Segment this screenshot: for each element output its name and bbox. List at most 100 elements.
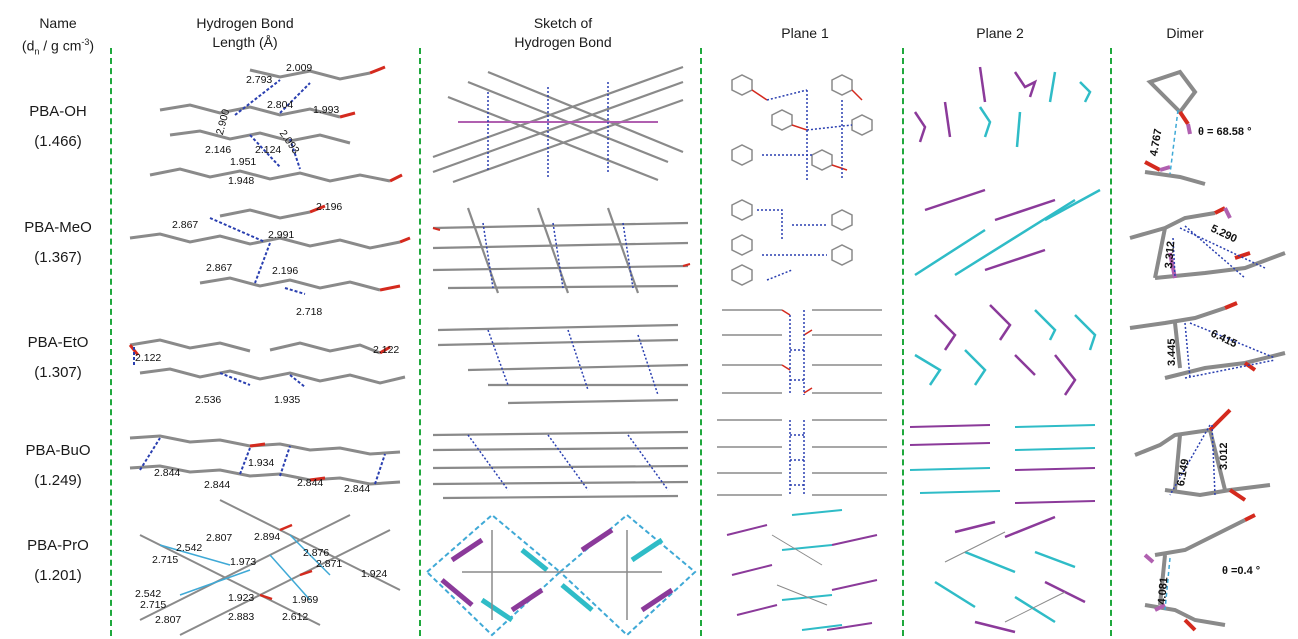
- hbond-label: 2.612: [282, 611, 309, 623]
- hbond-label: 1.973: [230, 556, 257, 568]
- plane2-pba-buo: [909, 424, 1096, 504]
- row-density: (1.307): [34, 364, 82, 381]
- row-name-pba-pro: PBA-PrO (1.201): [8, 531, 108, 591]
- header-sketch-line1: Sketch of: [533, 15, 593, 31]
- dimer-label: 4.081: [1156, 576, 1171, 606]
- hbond-label: 2.196: [316, 201, 343, 213]
- header-name-label: Name: [39, 15, 77, 31]
- dimer-label: 3.012: [1218, 442, 1230, 470]
- header-hbond-length: Hydrogen Bond Length (Å): [170, 14, 320, 52]
- header-dimer: Dimer: [1166, 25, 1204, 41]
- dimer-label: 3.445: [1166, 338, 1178, 366]
- header-plane2: Plane 2: [976, 25, 1024, 41]
- divider-5: [1110, 48, 1112, 636]
- hbond-label: 1.951: [230, 156, 257, 168]
- row-name-pba-oh: PBA-OH (1.466): [8, 97, 108, 157]
- hbond-label: 1.993: [313, 104, 340, 116]
- sketch-pba-oh: [432, 65, 684, 184]
- divider-2: [419, 48, 421, 636]
- header-name-unit: (dn / g cm-3): [21, 37, 95, 57]
- hbond-label: 2.807: [206, 532, 233, 544]
- row-name: PBA-PrO: [27, 537, 89, 554]
- hbond-label: 1.924: [361, 568, 388, 580]
- hbond-label: 2.793: [246, 74, 273, 86]
- header-sketch: Sketch of Hydrogen Bond: [488, 14, 638, 52]
- hbond-label: 1.969: [292, 594, 319, 606]
- hbond-label: 2.542: [135, 588, 162, 600]
- hbond-label: 2.844: [154, 467, 181, 479]
- divider-4: [902, 48, 904, 636]
- row-name-pba-buo: PBA-BuO (1.249): [8, 436, 108, 496]
- header-plane1: Plane 1: [781, 25, 829, 41]
- dimer-pba-pro: [1143, 513, 1256, 632]
- row-density: (1.249): [34, 472, 82, 489]
- hbond-structure-pba-buo: [129, 434, 401, 486]
- hbond-label: 2.542: [176, 542, 203, 554]
- sketch-pba-meo: [432, 207, 691, 294]
- row-density: (1.201): [34, 567, 82, 584]
- plane1-pba-eto: [722, 309, 882, 395]
- divider-3: [700, 48, 702, 636]
- row-name-pba-meo: PBA-MeO (1.367): [8, 213, 108, 273]
- hbond-label: 1.934: [248, 457, 275, 469]
- hbond-label: 2.844: [344, 483, 371, 495]
- plane2-pba-pro: [934, 515, 1086, 634]
- hbond-label: 2.009: [286, 62, 313, 74]
- hbond-label: 2.871: [316, 558, 343, 570]
- dimer-pba-eto: [1129, 301, 1286, 380]
- header-sketch-line2: Hydrogen Bond: [514, 34, 612, 50]
- row-name: PBA-BuO: [25, 442, 91, 459]
- plane2-pba-meo: [914, 188, 1101, 277]
- hbond-structure-pba-oh: [149, 65, 403, 183]
- header-name: Name (dn / g cm-3): [18, 14, 98, 61]
- row-density: (1.466): [34, 133, 82, 150]
- hbond-structure-pba-pro: [139, 499, 401, 636]
- hbond-label: 2.883: [228, 611, 255, 623]
- dimer-pba-meo: [1129, 206, 1286, 280]
- header-hbond-length-line1: Hydrogen Bond: [196, 15, 294, 31]
- hbond-label: 2.122: [373, 344, 400, 356]
- hbond-label: 2.804: [267, 99, 294, 111]
- row-name: PBA-EtO: [27, 334, 89, 351]
- plane1-pba-pro: [726, 509, 878, 631]
- plane1-pba-meo: [731, 199, 853, 286]
- hbond-label: 2.715: [152, 554, 179, 566]
- hbond-label: 1.935: [274, 394, 301, 406]
- hbond-label: 2.867: [172, 219, 199, 231]
- row-name: PBA-OH: [29, 103, 87, 120]
- hbond-structure-pba-meo: [129, 204, 411, 295]
- hbond-label: 2.867: [206, 262, 233, 274]
- hbond-label: 2.715: [140, 599, 167, 611]
- plane2-pba-eto: [914, 304, 1097, 396]
- hbond-label: 2.718: [296, 306, 323, 318]
- hbond-label: 1.948: [228, 175, 255, 187]
- hbond-label: 2.876: [303, 547, 330, 559]
- plane2-pba-oh: [913, 66, 1092, 148]
- dimer-label: θ =0.4 °: [1222, 565, 1261, 577]
- hbond-label: 2.124: [255, 144, 282, 156]
- dimer-pba-oh: [1144, 69, 1206, 186]
- hbond-label: 2.196: [272, 265, 299, 277]
- hbond-label: 2.807: [155, 614, 182, 626]
- hbond-label: 2.536: [195, 394, 222, 406]
- header-hbond-length-line2: Length (Å): [212, 34, 278, 50]
- hbond-structure-pba-eto: [128, 338, 406, 388]
- dimer-label: 3.312: [1163, 240, 1178, 270]
- hbond-label: 2.894: [254, 531, 281, 543]
- row-name: PBA-MeO: [24, 219, 92, 236]
- sketch-pba-pro: [425, 513, 697, 637]
- row-name-pba-eto: PBA-EtO (1.307): [8, 328, 108, 388]
- hbond-label: 2.844: [204, 479, 231, 491]
- hbond-label: 1.923: [228, 592, 255, 604]
- plane1-pba-buo: [717, 419, 887, 496]
- dimer-label: θ = 68.58 °: [1198, 126, 1252, 138]
- hbond-label: 2.146: [205, 144, 232, 156]
- sketch-pba-buo: [432, 430, 689, 500]
- plane1-pba-oh: [731, 74, 873, 180]
- hbond-label: 2.844: [297, 477, 324, 489]
- dimer-pba-buo: [1134, 408, 1271, 502]
- row-density: (1.367): [34, 249, 82, 266]
- sketch-pba-eto: [437, 323, 689, 405]
- divider-1: [110, 48, 112, 636]
- hbond-label: 2.991: [268, 229, 295, 241]
